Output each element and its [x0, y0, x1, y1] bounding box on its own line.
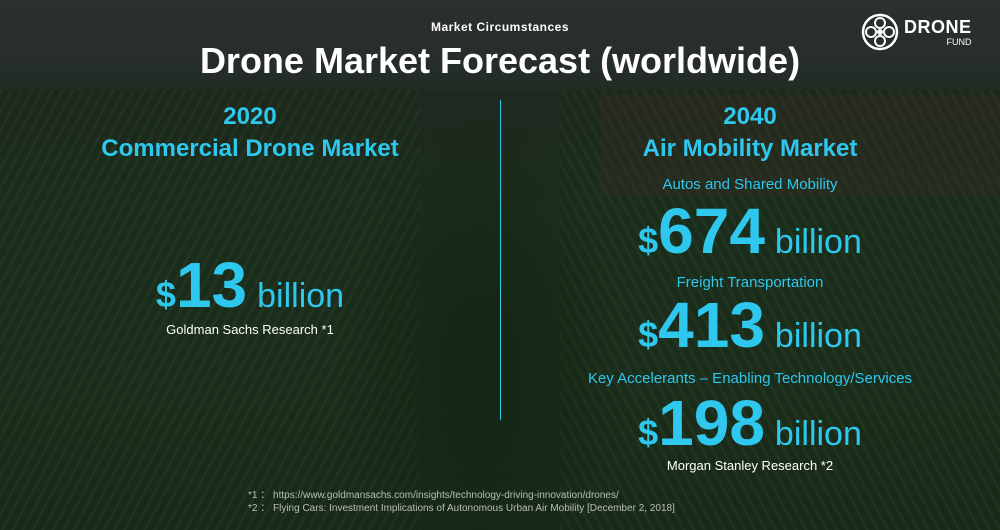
value-unit: billion	[257, 277, 345, 315]
segment-label-freight: Freight Transportation	[676, 274, 824, 291]
value-unit: billion	[774, 317, 862, 355]
footnote-2: *2 ： Flying Cars: Investment Implication…	[248, 503, 675, 514]
segment-label-autos: Autos and Shared Mobility	[662, 176, 838, 193]
drone-fund-logo: DRONE FUND	[860, 12, 990, 52]
right-source: Morgan Stanley Research *2	[666, 458, 834, 473]
left-source: Goldman Sachs Research *1	[166, 322, 334, 337]
value-amount: 674	[658, 195, 765, 267]
logo-subtitle: FUND	[946, 36, 972, 47]
right-year: 2040	[723, 103, 777, 130]
slide-title: Drone Market Forecast (worldwide)	[199, 40, 801, 81]
column-divider	[500, 100, 501, 420]
value-unit: billion	[774, 223, 862, 261]
segment-label-accelerants: Key Accelerants – Enabling Technology/Se…	[587, 370, 913, 387]
currency-symbol: $	[638, 314, 659, 355]
left-market-title: Commercial Drone Market	[101, 135, 399, 162]
segment-value-accelerants: $198 billion	[500, 390, 1000, 474]
value-amount: 198	[658, 387, 765, 459]
currency-symbol: $	[638, 220, 659, 261]
value-amount: 13	[175, 249, 248, 321]
background-field-right	[560, 90, 1000, 530]
value-unit: billion	[774, 415, 862, 453]
left-market-value: $13 billion	[0, 250, 500, 338]
background-tree-line	[330, 110, 630, 530]
slide-kicker: Market Circumstances	[430, 20, 570, 34]
segment-value-freight: $413 billion	[500, 292, 1000, 376]
background-plowed-field	[600, 95, 1000, 195]
currency-symbol: $	[155, 274, 176, 315]
segment-value-autos: $674 billion	[500, 198, 1000, 282]
currency-symbol: $	[638, 412, 659, 453]
footnotes: *1 ： https://www.goldmansachs.com/insigh…	[248, 489, 948, 515]
background-sky	[0, 0, 1000, 90]
left-year: 2020	[223, 103, 277, 130]
right-market-title: Air Mobility Market	[642, 135, 858, 162]
value-amount: 413	[658, 289, 765, 361]
drone-fund-logo-icon	[861, 13, 899, 51]
logo-wordmark: DRONE	[904, 16, 972, 37]
footnote-1: *1 ： https://www.goldmansachs.com/insigh…	[248, 490, 619, 501]
